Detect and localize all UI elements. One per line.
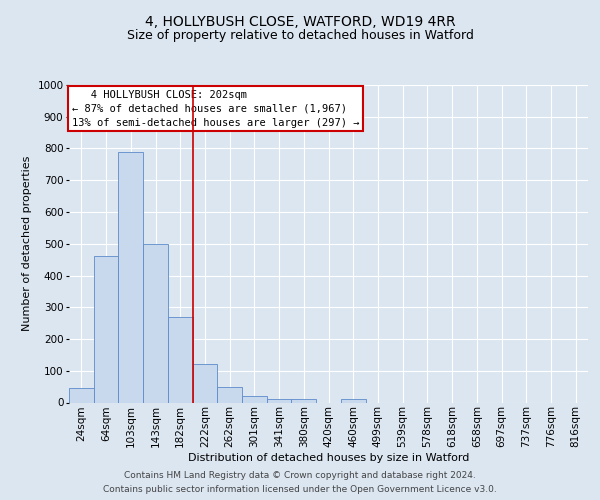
Bar (94, 256, 118, 402)
Text: Contains public sector information licensed under the Open Government Licence v3: Contains public sector information licen… (103, 484, 497, 494)
Text: 4 HOLLYBUSH CLOSE: 202sqm
← 87% of detached houses are smaller (1,967)
13% of se: 4 HOLLYBUSH CLOSE: 202sqm ← 87% of detac… (71, 90, 359, 128)
Bar (341, 398, 365, 402)
Text: 4, HOLLYBUSH CLOSE, WATFORD, WD19 4RR: 4, HOLLYBUSH CLOSE, WATFORD, WD19 4RR (145, 16, 455, 30)
Text: Contains HM Land Registry data © Crown copyright and database right 2024.: Contains HM Land Registry data © Crown c… (124, 472, 476, 480)
Bar (217, 386, 242, 402)
Bar (267, 398, 292, 402)
Bar (69, 388, 94, 402)
Bar (168, 317, 193, 402)
Bar (193, 364, 217, 403)
Y-axis label: Number of detached properties: Number of detached properties (22, 156, 32, 332)
Bar (292, 398, 316, 402)
Bar (118, 152, 143, 402)
Bar (242, 396, 267, 402)
X-axis label: Distribution of detached houses by size in Watford: Distribution of detached houses by size … (188, 453, 469, 463)
Bar (143, 244, 168, 402)
Text: Size of property relative to detached houses in Watford: Size of property relative to detached ho… (127, 30, 473, 43)
